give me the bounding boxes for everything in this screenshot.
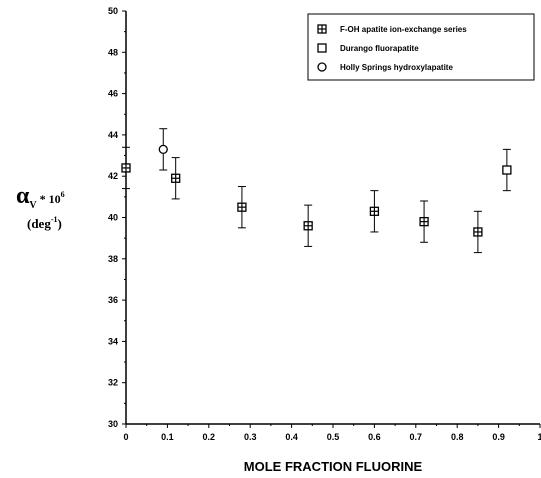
y-tick-label: 48	[108, 47, 118, 57]
x-axis-ticks: 0 0.1 0.2 0.3 0.4 0.5 0.6 0.7 0.8 0.9 1	[123, 424, 541, 442]
y-tick-label: 38	[108, 254, 118, 264]
x-tick-label: 0.5	[327, 432, 340, 442]
data-point	[303, 221, 313, 231]
y-label-exponent: 6	[61, 190, 65, 199]
y-label-unit-exponent: -1	[51, 215, 58, 224]
y-axis-label: αV * 106 (deg-1)	[16, 183, 65, 231]
x-tick-label: 0.2	[203, 432, 216, 442]
data-point	[121, 163, 131, 173]
x-tick-label: 0.8	[451, 432, 464, 442]
data-point	[158, 144, 168, 155]
y-tick-label: 50	[108, 6, 118, 16]
x-axis-label: MOLE FRACTION FLUORINE	[244, 459, 423, 474]
x-tick-label: 0	[123, 432, 128, 442]
legend-marker	[317, 62, 327, 72]
legend-label: Durango fluorapatite	[340, 44, 419, 53]
y-axis-ticks: 30 32 34 36 38 40 42 44 46 48 50	[108, 6, 126, 429]
svg-text:(deg-1): (deg-1)	[27, 215, 62, 231]
data-points	[121, 128, 512, 254]
y-tick-label: 32	[108, 378, 118, 388]
y-label-unit-open: (deg	[27, 216, 51, 231]
x-tick-label: 0.9	[492, 432, 505, 442]
y-tick-label: 30	[108, 419, 118, 429]
y-tick-label: 34	[108, 336, 118, 346]
data-point	[419, 216, 429, 227]
legend-box	[307, 13, 535, 81]
data-point	[171, 173, 181, 183]
y-tick-label: 44	[108, 130, 118, 140]
data-point	[369, 206, 380, 216]
x-tick-label: 0.7	[410, 432, 423, 442]
y-tick-label: 40	[108, 213, 118, 223]
x-tick-label: 0.4	[285, 432, 298, 442]
y-tick-label: 36	[108, 295, 118, 305]
x-tick-label: 0.1	[161, 432, 174, 442]
x-tick-label: 0.3	[244, 432, 257, 442]
data-point	[502, 165, 512, 175]
y-tick-label: 46	[108, 89, 118, 99]
data-point	[237, 202, 247, 212]
legend-marker	[317, 24, 327, 34]
y-tick-label: 42	[108, 171, 118, 181]
x-tick-label: 0.6	[368, 432, 381, 442]
y-label-unit-close: )	[58, 216, 62, 231]
x-tick-label: 1	[537, 432, 541, 442]
data-point	[473, 227, 483, 237]
legend-marker	[317, 43, 327, 53]
legend: F-OH apatite ion-exchange series Durango …	[307, 13, 535, 81]
svg-text:αV * 106: αV * 106	[16, 183, 65, 211]
legend-label: Holly Springs hydroxylapatite	[340, 63, 453, 72]
y-label-symbol: α	[16, 183, 30, 209]
y-label-subscript: V	[29, 200, 37, 211]
legend-label: F-OH apatite ion-exchange series	[340, 25, 467, 34]
y-label-multiplier: * 10	[37, 192, 61, 206]
